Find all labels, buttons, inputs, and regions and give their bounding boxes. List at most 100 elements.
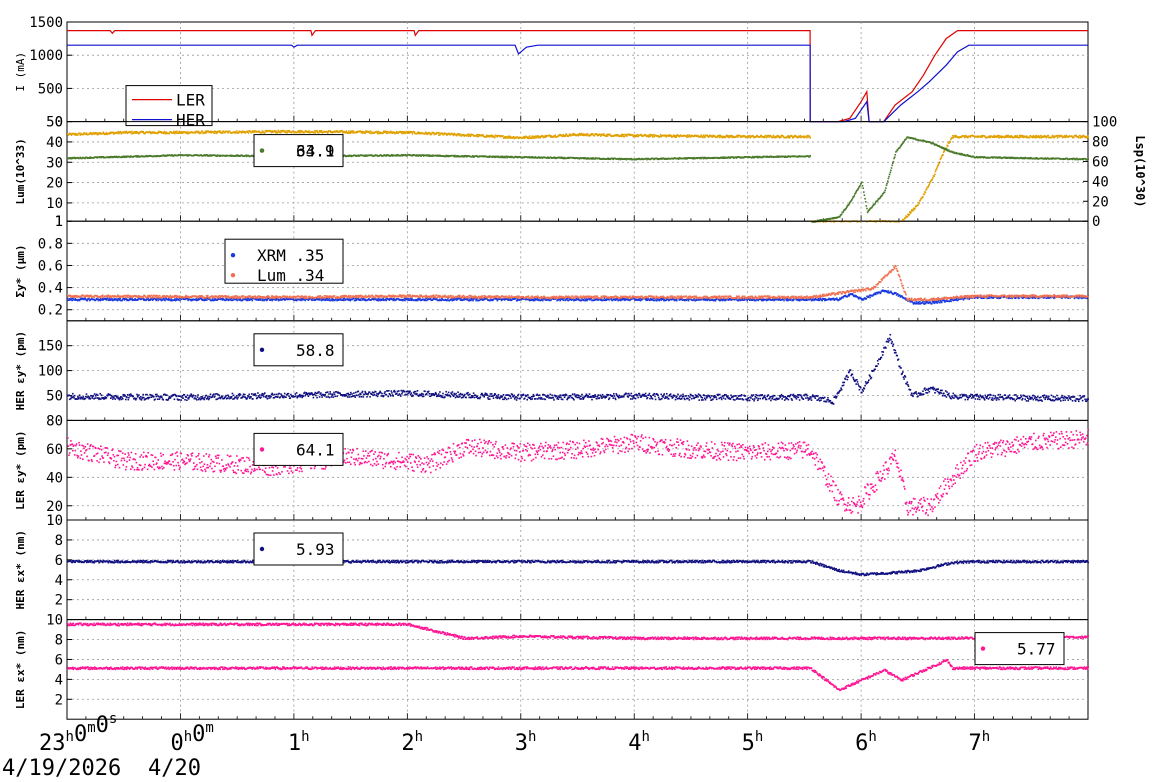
data-point [771, 299, 773, 301]
data-point [284, 299, 287, 301]
data-point [918, 202, 921, 205]
data-point [155, 299, 158, 302]
data-point [487, 134, 489, 137]
data-point [889, 221, 892, 223]
data-point [595, 299, 597, 301]
y-tick-label: 0.8 [38, 236, 63, 252]
data-point [1032, 134, 1035, 137]
data-point [1046, 135, 1048, 138]
y-tick-label: 0 [55, 115, 63, 131]
data-point [455, 133, 457, 136]
data-point [860, 298, 863, 300]
data-point [226, 130, 229, 133]
data-point [924, 302, 927, 305]
data-point [445, 154, 447, 157]
data-point [125, 298, 128, 300]
data-point [1015, 136, 1018, 138]
y-tick-label: 1 [55, 214, 63, 230]
data-point [205, 132, 207, 134]
data-point [136, 131, 138, 133]
data-point [602, 134, 604, 136]
data-point [203, 299, 206, 302]
data-point [659, 133, 662, 136]
data-point [544, 134, 547, 137]
data-point [172, 131, 174, 134]
data-point [992, 297, 995, 299]
data-point [933, 175, 935, 177]
data-point [820, 219, 823, 221]
data-point [724, 136, 727, 139]
data-point [903, 219, 905, 221]
data-point [598, 157, 601, 159]
y-tick-label: 500 [38, 81, 63, 97]
data-point [422, 298, 425, 301]
data-point [301, 297, 303, 300]
data-point [292, 130, 295, 132]
data-point [791, 135, 793, 138]
data-point [168, 132, 171, 135]
legend-swatch [259, 148, 265, 153]
data-point [772, 298, 775, 301]
data-point [727, 157, 729, 159]
data-point [528, 299, 531, 302]
data-point [866, 211, 869, 214]
data-point [239, 298, 242, 300]
data-point [591, 157, 593, 159]
data-point [552, 136, 555, 138]
data-point [887, 290, 890, 292]
data-point [482, 134, 484, 136]
data-point [863, 298, 865, 301]
data-point [659, 135, 661, 138]
data-point [1037, 135, 1040, 137]
data-point [783, 156, 786, 158]
data-point [221, 132, 224, 134]
data-point [542, 135, 544, 137]
data-point [428, 154, 431, 156]
data-point [931, 300, 934, 303]
data-point [129, 297, 131, 300]
panel-luminosity: 50403020101Lum(10^33)100806040200Lsp(10^… [14, 115, 1147, 231]
data-point [840, 297, 842, 300]
data-point [950, 300, 952, 303]
data-point [664, 299, 666, 302]
data-point [257, 299, 260, 301]
data-point [933, 142, 935, 145]
data-point [273, 130, 275, 133]
data-point [747, 136, 750, 138]
data-point [517, 298, 519, 300]
data-point [270, 298, 273, 301]
data-point [222, 298, 225, 300]
data-point [1061, 135, 1063, 137]
data-point [247, 297, 250, 300]
data-point [829, 298, 831, 300]
data-point [453, 155, 456, 158]
data-point [477, 135, 480, 138]
legend-luminosity: 64.933.1 [253, 134, 344, 168]
data-point [981, 136, 983, 138]
data-point [607, 157, 609, 160]
data-point [123, 156, 126, 158]
data-point [527, 136, 530, 138]
data-point [197, 299, 199, 301]
data-point [359, 298, 361, 301]
data-point [501, 155, 504, 158]
data-point [622, 297, 624, 300]
data-point [88, 157, 91, 159]
data-point [721, 299, 724, 302]
data-point [472, 134, 474, 136]
data-point [325, 298, 328, 300]
data-point [70, 157, 73, 160]
data-point [565, 297, 568, 300]
data-point [649, 297, 652, 300]
data-point [810, 298, 812, 301]
data-point [582, 133, 585, 135]
data-point [988, 297, 991, 299]
data-point [225, 299, 228, 301]
legend-box [125, 85, 213, 127]
data-point [902, 218, 904, 221]
data-point [422, 155, 425, 157]
data-point [466, 134, 469, 136]
data-point [471, 156, 474, 158]
data-point [623, 135, 626, 138]
